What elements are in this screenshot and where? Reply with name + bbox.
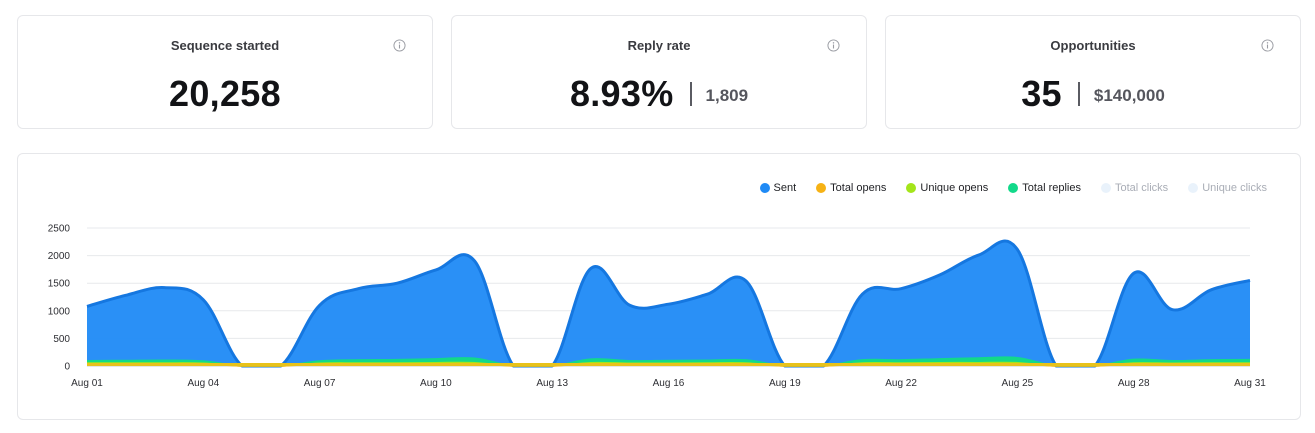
legend-label: Total opens [830, 182, 887, 194]
legend-label: Unique clicks [1202, 182, 1267, 194]
stat-title: Sequence started [170, 38, 280, 53]
stat-card-sequence-started: Sequence started 20,258 [17, 15, 433, 129]
area-chart: 0 500 1000 1500 2000 2500 Aug 01 Aug 04 Aug 07 Au… [48, 224, 1267, 390]
y-tick-label: 0 [64, 362, 70, 373]
x-tick-label: Aug 07 [304, 378, 336, 389]
stat-card-opportunities: Opportunities 35 $140,000 [885, 15, 1301, 129]
x-tick-label: Aug 22 [885, 378, 917, 389]
stat-card-reply-rate: Reply rate 8.93% 1,809 [451, 15, 867, 129]
stat-row: 35 $140,000 [886, 73, 1300, 114]
legend-swatch [1008, 183, 1019, 193]
legend-item-sent[interactable]: Sent [759, 182, 797, 194]
stat-value: 20,258 [169, 73, 281, 114]
stat-row: 20,258 [18, 73, 432, 114]
legend-label: Total clicks [1115, 182, 1169, 194]
x-tick-label: Aug 10 [420, 378, 452, 389]
legend-item-unique-opens[interactable]: Unique opens [906, 182, 988, 194]
stat-divider [1077, 82, 1080, 106]
x-tick-label: Aug 13 [536, 378, 568, 389]
stat-value: 8.93% [569, 73, 674, 114]
x-tick-label: Aug 31 [1234, 378, 1266, 389]
x-tick-label: Aug 28 [1118, 378, 1150, 389]
legend-item-total-replies[interactable]: Total replies [1008, 182, 1081, 194]
info-icon[interactable] [1261, 39, 1274, 52]
stat-title: Opportunities [1050, 38, 1136, 53]
legend-swatch [1188, 183, 1199, 193]
y-tick-label: 1000 [48, 306, 71, 317]
legend-swatch [906, 183, 917, 193]
baseline-strip [87, 363, 1250, 366]
info-icon[interactable] [393, 39, 406, 52]
y-tick-label: 2500 [48, 224, 71, 235]
x-tick-label: Aug 04 [187, 378, 219, 389]
x-tick-label: Aug 25 [1002, 378, 1034, 389]
stat-sub-value: 1,809 [705, 86, 749, 105]
stat-title: Reply rate [627, 38, 691, 53]
legend-swatch [759, 183, 770, 193]
x-tick-label: Aug 16 [653, 378, 685, 389]
y-tick-label: 1500 [48, 279, 71, 290]
legend-swatch [816, 183, 827, 193]
info-icon[interactable] [827, 39, 840, 52]
y-tick-label: 500 [53, 334, 70, 345]
legend-label: Sent [773, 182, 797, 194]
stat-divider [689, 82, 692, 106]
x-tick-label: Aug 01 [71, 378, 103, 389]
stat-value: 35 [1021, 73, 1062, 114]
legend-swatch [1101, 183, 1111, 193]
stat-row: 8.93% 1,809 [452, 73, 866, 114]
chart-legend: Sent Total opens Unique opens Total repl… [740, 182, 1267, 194]
legend-label: Total replies [1022, 182, 1081, 194]
stat-sub-value: $140,000 [1093, 86, 1165, 105]
x-tick-label: Aug 19 [769, 378, 801, 389]
legend-item-total-clicks[interactable]: Total clicks [1101, 182, 1168, 194]
series-area-sent [87, 241, 1250, 366]
legend-item-total-opens[interactable]: Total opens [816, 182, 886, 194]
legend-label: Unique opens [920, 182, 989, 194]
y-tick-label: 2000 [48, 251, 71, 262]
legend-item-unique-clicks[interactable]: Unique clicks [1188, 182, 1267, 194]
chart-card: Sent Total opens Unique opens Total repl… [17, 153, 1301, 420]
